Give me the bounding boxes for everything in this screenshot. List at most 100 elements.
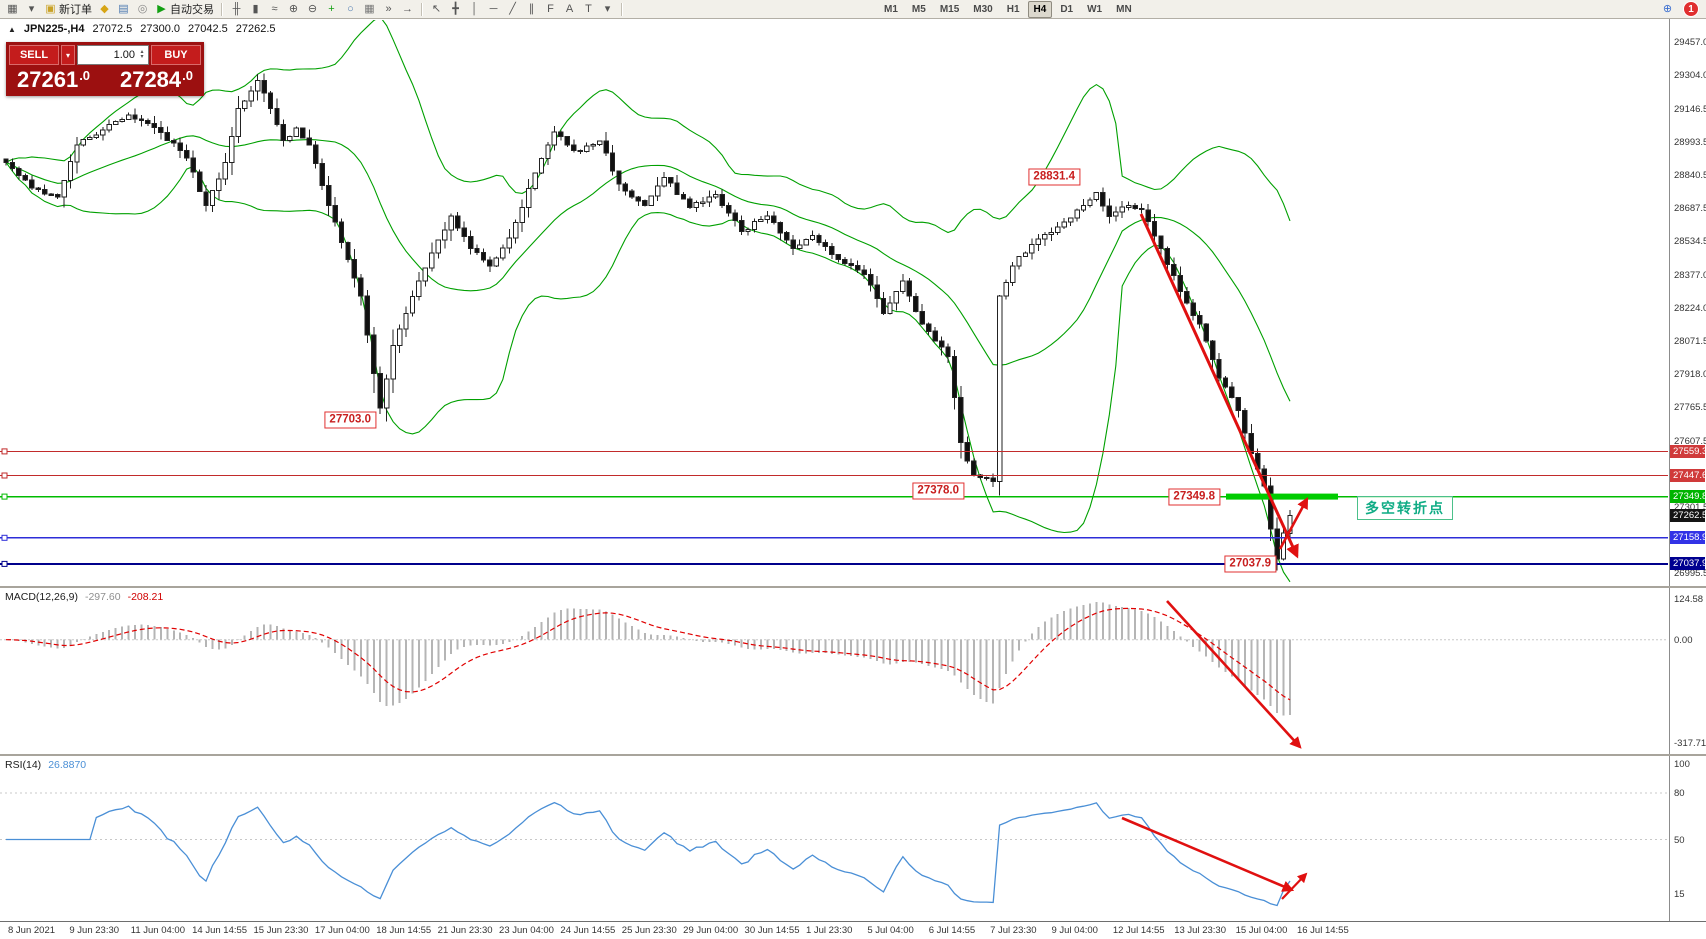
price-tick: 27301.5 <box>1674 502 1706 514</box>
price-annotation[interactable]: 27378.0 <box>912 482 964 500</box>
indicators-button[interactable]: + <box>322 1 341 18</box>
spinner-up-icon[interactable]: ▴ <box>140 49 144 55</box>
trend-arrow[interactable] <box>1278 496 1309 550</box>
sell-price-frac: .0 <box>79 68 91 83</box>
price-tick: 28377.0 <box>1674 270 1706 282</box>
timeframe-h4-button[interactable]: H4 <box>1027 0 1053 18</box>
refresh-button[interactable]: ◎ <box>133 1 152 18</box>
sell-button[interactable]: SELL <box>9 45 59 65</box>
turning-point-note[interactable]: 多空转折点 <box>1357 496 1453 520</box>
timeframe-h1-button[interactable]: H1 <box>1006 3 1020 15</box>
channel-button[interactable]: ∥ <box>522 1 541 18</box>
vline-button[interactable]: │ <box>465 1 484 18</box>
notifications-badge[interactable]: 1 <box>1683 1 1699 17</box>
rsi-panel-separator[interactable] <box>0 754 1706 756</box>
macd-panel-separator[interactable] <box>0 586 1706 588</box>
bars-chart-button[interactable]: ╫ <box>227 1 246 18</box>
new-order-button[interactable]: ▣ 新订单 <box>41 1 95 18</box>
trend-arrow[interactable] <box>1121 816 1295 892</box>
shapes-button[interactable]: ▾ <box>598 1 617 18</box>
label-button[interactable]: T <box>579 1 598 18</box>
chart-list-icon: ▾ <box>28 3 35 15</box>
new-order-button-label: 新订单 <box>59 4 92 16</box>
timeframe-m15-button[interactable]: M15 <box>939 3 960 15</box>
time-axis-label: 21 Jun 23:30 <box>437 925 493 936</box>
hline-button[interactable]: ─ <box>484 1 503 18</box>
macd-scale-tick: 124.58 <box>1674 594 1704 606</box>
price-tick: 27765.5 <box>1674 401 1706 413</box>
timeframe-d1-button[interactable]: D1 <box>1060 3 1074 15</box>
macd-layer <box>0 602 1668 716</box>
periods-button[interactable]: ○ <box>341 1 360 18</box>
chart-ohlc-readout: ▲ JPN225-,H4 27072.5 27300.0 27042.5 272… <box>8 23 276 35</box>
price-annotation[interactable]: 27037.9 <box>1224 555 1276 573</box>
collapse-panel-icon[interactable]: ▲ <box>8 24 16 34</box>
zoom-in-button[interactable]: ⊕ <box>284 1 303 18</box>
time-axis-label: 9 Jun 23:30 <box>69 925 120 936</box>
macd-scale-tick: 0.00 <box>1674 634 1693 646</box>
support-zone-highlight[interactable] <box>1226 493 1338 500</box>
timeframe-m1-button[interactable]: M1 <box>884 3 898 15</box>
crosshair-button[interactable]: ╋ <box>446 1 465 18</box>
candles-chart-button[interactable]: ▮ <box>246 1 265 18</box>
new-chart-button[interactable]: ▦ <box>3 1 22 18</box>
time-axis-label: 15 Jul 04:00 <box>1235 925 1288 936</box>
price-tick: 27607.5 <box>1674 436 1706 448</box>
text-button[interactable]: A <box>560 1 579 18</box>
line-handle[interactable] <box>1 493 8 500</box>
label-icon: T <box>585 3 592 15</box>
price-annotation[interactable]: 27349.8 <box>1168 488 1220 506</box>
buy-button[interactable]: BUY <box>151 45 201 65</box>
time-axis-label: 25 Jun 23:30 <box>621 925 677 936</box>
time-axis-label: 1 Jul 23:30 <box>805 925 853 936</box>
spinner-down-icon[interactable]: ▾ <box>140 54 144 60</box>
deposit-button[interactable]: ◆ <box>95 1 114 18</box>
timeframe-w1-button[interactable]: W1 <box>1087 3 1103 15</box>
price-tag: 27037.9 <box>1670 557 1706 571</box>
layouts-button[interactable]: ▤ <box>114 1 133 18</box>
fibo-button[interactable]: F <box>541 1 560 18</box>
line-handle[interactable] <box>1 448 8 455</box>
auto-trading-icon: ▶ <box>157 3 166 15</box>
current-price-tag: 27262.5 <box>1670 508 1706 522</box>
timeframe-mn-button[interactable]: MN <box>1116 3 1132 15</box>
timeframe-m30-button[interactable]: M30 <box>973 3 993 15</box>
line-handle[interactable] <box>1 534 8 541</box>
indicators-icon: + <box>328 3 335 15</box>
crosshair-icon: ╋ <box>452 3 459 15</box>
time-axis-label: 8 Jun 2021 <box>8 925 56 936</box>
timeframe-m5-button[interactable]: M5 <box>911 3 926 15</box>
chart-shift-button[interactable]: → <box>398 1 417 18</box>
buy-price[interactable]: 27284.0 <box>120 68 193 92</box>
price-tag: 27349.8 <box>1670 490 1706 504</box>
price-tag: 27447.6 <box>1670 469 1706 483</box>
volume-input[interactable]: 1.00 ▴ ▾ <box>77 45 149 65</box>
volume-spinner[interactable]: ▴ ▾ <box>137 47 147 63</box>
auto-trading-button[interactable]: ▶ 自动交易 <box>152 1 217 18</box>
cursor-button[interactable]: ↖ <box>427 1 446 18</box>
trend-arrow[interactable] <box>1166 600 1302 749</box>
price-annotation[interactable]: 27703.0 <box>324 411 376 429</box>
trend-arrow[interactable] <box>1139 213 1299 559</box>
zoom-out-button[interactable]: ⊖ <box>303 1 322 18</box>
sell-price[interactable]: 27261.0 <box>17 68 90 92</box>
line-handle[interactable] <box>1 472 8 479</box>
chart-list-button[interactable]: ▾ <box>22 1 41 18</box>
line-handle[interactable] <box>1 560 8 567</box>
order-options-caret-icon[interactable]: ▾ <box>61 45 75 65</box>
price-annotation[interactable]: 28831.4 <box>1028 168 1080 186</box>
trend-arrow[interactable] <box>1281 872 1308 900</box>
cursor-icon: ↖ <box>431 3 442 15</box>
macd-value-main: -297.60 <box>84 591 121 603</box>
time-axis-label: 23 Jun 04:00 <box>499 925 554 936</box>
line-chart-button[interactable]: ≈ <box>265 1 284 18</box>
auto-scroll-button[interactable]: » <box>379 1 398 18</box>
time-axis-label: 14 Jun 14:55 <box>192 925 248 936</box>
market-watch-button[interactable]: ⊕ <box>1658 1 1677 18</box>
trendline-button[interactable]: ╱ <box>503 1 522 18</box>
time-axis[interactable] <box>0 921 1706 939</box>
templates-button[interactable]: ▦ <box>360 1 379 18</box>
